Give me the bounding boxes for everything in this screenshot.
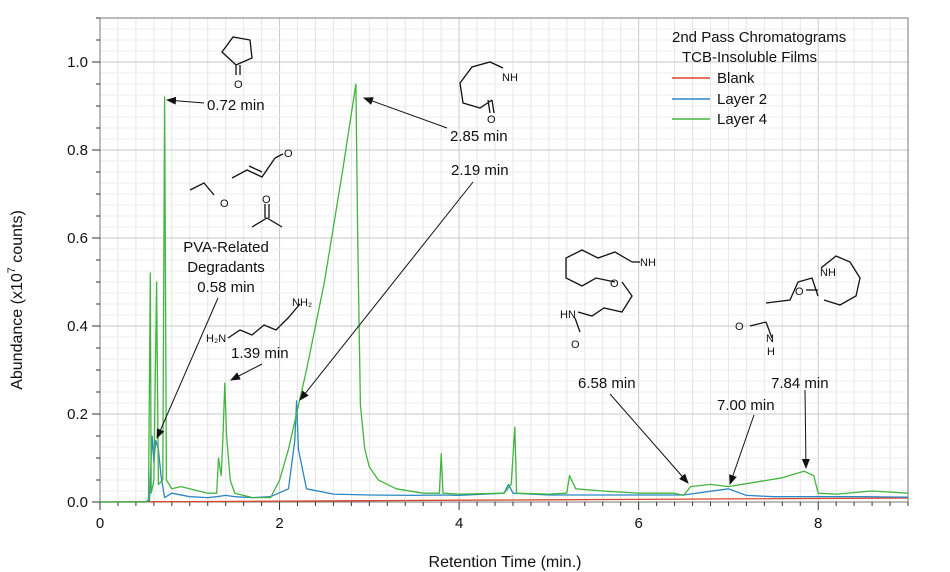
arrow-2-85 — [363, 97, 448, 129]
x-tick-label: 4 — [455, 515, 463, 532]
acetaldehyde-structure — [189, 182, 215, 196]
y-tick-label: 1.0 — [67, 54, 88, 71]
atom-nh-dimer-1: NH — [640, 257, 656, 269]
y-tick-label: 0.4 — [67, 318, 88, 335]
arrow-7-84 — [801, 389, 810, 469]
atom-o-acetaldehyde: O — [220, 198, 229, 210]
atom-o-dimer-2-top: O — [795, 286, 804, 298]
annotation-7-00: 7.00 min — [717, 397, 775, 414]
arrow-7-00 — [729, 414, 755, 485]
legend-title-line-2: TCB-Insoluble Films — [682, 49, 817, 66]
acetone-structure — [251, 204, 283, 228]
cyclopentanone-structure — [221, 36, 253, 75]
arrow-2-19 — [299, 181, 474, 401]
legend-entry-layer-2: Layer 2 — [717, 91, 767, 108]
annotation-0-58: 0.58 min — [197, 279, 255, 296]
annotation-2-19: 2.19 min — [451, 162, 509, 179]
cyclic-dimer-2-structure — [749, 255, 861, 339]
y-tick-label: 0.6 — [67, 230, 88, 247]
arrow-0-58 — [156, 297, 219, 439]
atom-h2n: H₂N — [206, 333, 226, 345]
structure-atom-labels: O O O O NH O H₂N NH₂ NH O HN O NH O O N … — [206, 72, 836, 358]
legend-entry-blank: Blank — [717, 70, 755, 87]
y-tick-label: 0.0 — [67, 494, 88, 511]
annotation-0-72: 0.72 min — [207, 97, 265, 114]
atom-o-dimer-1-top: O — [610, 278, 619, 290]
atom-o-caprolactam: O — [487, 114, 496, 126]
legend-title-line-1: 2nd Pass Chromatograms — [672, 29, 846, 46]
x-tick-label: 6 — [634, 515, 642, 532]
crotonaldehyde-structure — [231, 153, 284, 179]
legend-entry-layer-4: Layer 4 — [717, 111, 767, 128]
annotation-pva-line-1: PVA-Related — [183, 239, 269, 256]
atom-h-dimer-2: H — [767, 346, 775, 358]
y-axis-title: Abundance (x107 counts) — [6, 210, 26, 390]
atom-o-crotonaldehyde: O — [284, 148, 293, 160]
tick-labels: 0 2 4 6 8 0.0 0.2 0.4 0.6 0.8 1.0 — [67, 54, 822, 532]
x-axis-title: Retention Time (min.) — [429, 554, 582, 571]
annotation-pva-line-2: Degradants — [187, 259, 265, 276]
y-axis-title-pre: Abundance (x10 — [9, 273, 26, 390]
y-tick-label: 0.2 — [67, 406, 88, 423]
x-tick-label: 0 — [96, 515, 104, 532]
atom-nh-dimer-2: NH — [820, 267, 836, 279]
annotation-6-58: 6.58 min — [578, 375, 636, 392]
annotation-2-85: 2.85 min — [450, 128, 508, 145]
atom-o-cyclopentanone: O — [234, 79, 243, 91]
y-axis-title-post: counts) — [9, 210, 26, 267]
atom-n-dimer-2: N — [766, 333, 774, 345]
y-axis-title-sup: 7 — [6, 267, 18, 273]
atom-hn-dimer-1: HN — [560, 309, 576, 321]
series-line-layer-2 — [100, 400, 909, 503]
minor-ticks — [92, 17, 909, 510]
caprolactam-structure — [459, 61, 504, 114]
atom-o-dimer-1-bottom: O — [571, 339, 580, 351]
diamine-structure — [227, 303, 301, 339]
atom-nh2: NH₂ — [292, 297, 312, 309]
legend: 2nd Pass Chromatograms TCB-Insoluble Fil… — [672, 29, 846, 128]
arrow-6-58 — [609, 393, 689, 484]
arrow-0-72 — [166, 96, 205, 105]
annotation-1-39: 1.39 min — [231, 345, 289, 362]
series-layer — [99, 83, 909, 503]
x-tick-label: 2 — [275, 515, 283, 532]
grid — [99, 17, 909, 503]
atom-o-acetone: O — [262, 194, 271, 206]
atom-nh-caprolactam: NH — [502, 72, 518, 84]
series-line-layer-4 — [100, 83, 909, 503]
x-tick-label: 8 — [814, 515, 822, 532]
annotation-7-84: 7.84 min — [771, 375, 829, 392]
atom-o-dimer-2-left: O — [735, 321, 744, 333]
structures — [189, 36, 861, 339]
annotation-labels: 0.72 min 2.85 min 2.19 min 1.39 min PVA-… — [183, 97, 828, 414]
y-tick-label: 0.8 — [67, 142, 88, 159]
annotation-arrows — [156, 96, 810, 485]
cyclic-dimer-1-structure — [565, 249, 640, 333]
series-line-blank — [99, 497, 909, 503]
arrow-1-39 — [230, 363, 263, 381]
